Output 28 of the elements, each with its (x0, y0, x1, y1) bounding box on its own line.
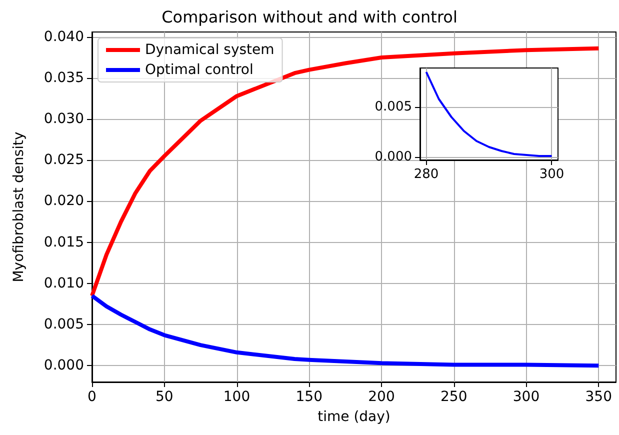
x-axis-title: time (day) (318, 409, 390, 425)
line-series (425, 71, 553, 157)
x-tick-label: 350 (585, 389, 612, 405)
chart-title: Comparison without and with control (162, 8, 458, 26)
y-tick-label: 0.005 (44, 316, 84, 332)
y-axis-title: Myofibroblast density (11, 132, 27, 282)
y-tick-label: 0.015 (44, 234, 84, 250)
x-tick-label: 300 (539, 167, 564, 182)
x-tick-label: 50 (155, 389, 174, 405)
y-tick-label: 0.005 (374, 100, 412, 114)
y-tick-label: 0.030 (44, 111, 84, 128)
y-tick-label: 0.040 (44, 28, 84, 45)
y-tick-label: 0.020 (44, 193, 84, 210)
x-tick-label: 250 (440, 389, 468, 405)
y-tick-label: 0.010 (44, 275, 84, 292)
x-tick-label: 200 (368, 389, 395, 405)
y-tick-label: 0.035 (44, 70, 84, 86)
legend-label: Optimal control (145, 62, 254, 78)
x-tick-label: 0 (88, 389, 96, 405)
x-tick-label: 100 (223, 389, 250, 405)
x-tick-label: 150 (296, 389, 322, 405)
y-tick-label: 0.025 (44, 152, 84, 168)
legend-label: Dynamical system (145, 42, 274, 58)
y-tick-label: 0.000 (374, 150, 412, 164)
line-series (90, 294, 601, 368)
x-tick-label: 300 (512, 389, 540, 405)
x-tick-label: 280 (414, 167, 439, 182)
y-tick-label: 0.000 (44, 358, 84, 374)
